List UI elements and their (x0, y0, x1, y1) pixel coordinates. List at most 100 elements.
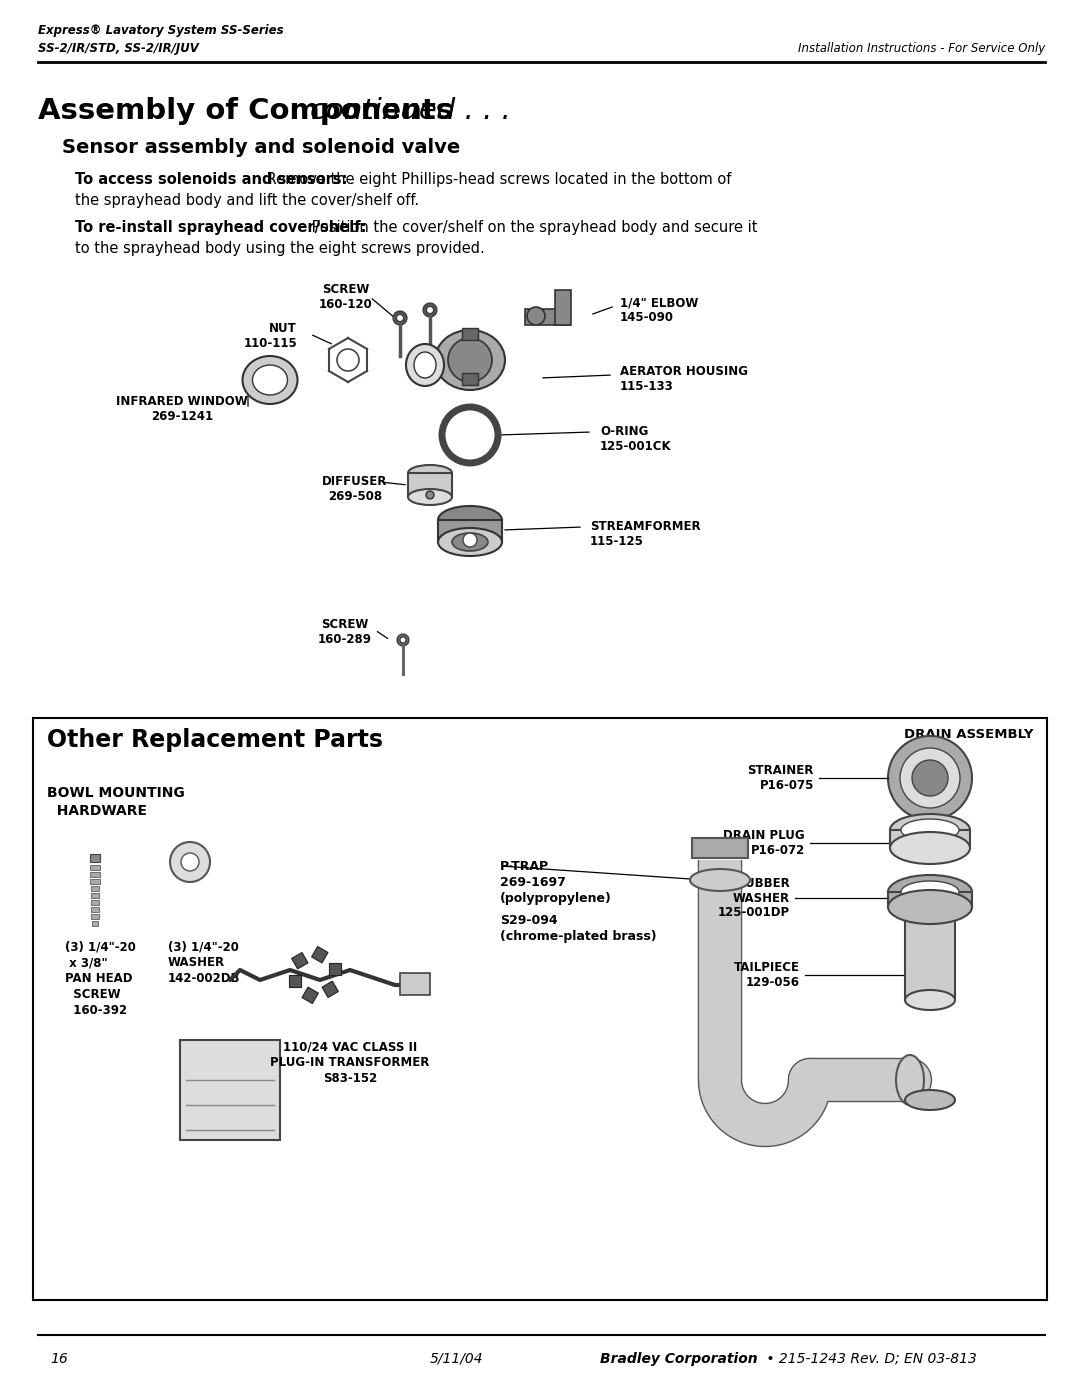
Ellipse shape (901, 819, 959, 841)
Ellipse shape (253, 365, 287, 395)
Ellipse shape (896, 1055, 924, 1105)
Ellipse shape (406, 344, 444, 386)
Text: 1/4" ELBOW
145-090: 1/4" ELBOW 145-090 (620, 296, 699, 324)
Bar (329, 963, 341, 975)
Ellipse shape (888, 890, 972, 923)
Wedge shape (423, 303, 437, 317)
Circle shape (337, 349, 359, 372)
Text: 269-1697: 269-1697 (500, 876, 566, 888)
Ellipse shape (905, 990, 955, 1010)
Bar (90, 854, 100, 862)
Text: DIFFUSER
269-508: DIFFUSER 269-508 (322, 475, 388, 503)
Text: P-TRAP: P-TRAP (500, 861, 549, 873)
Bar (312, 947, 328, 963)
Text: S83-152: S83-152 (323, 1071, 377, 1085)
Ellipse shape (453, 534, 488, 550)
Text: S29-094: S29-094 (500, 914, 557, 928)
Text: 1/8" RUBBER
WASHER
125-001DP: 1/8" RUBBER WASHER 125-001DP (705, 876, 789, 919)
Ellipse shape (888, 875, 972, 909)
Ellipse shape (438, 506, 502, 534)
Text: HARDWARE: HARDWARE (48, 805, 147, 819)
Text: 16: 16 (50, 1352, 68, 1366)
Bar (525, 309, 570, 326)
Circle shape (181, 854, 199, 870)
Bar (91, 872, 99, 877)
Bar (888, 893, 972, 907)
Bar (33, 718, 1047, 1301)
Text: (chrome-plated brass): (chrome-plated brass) (500, 930, 657, 943)
Text: 142-002DB: 142-002DB (168, 972, 241, 985)
Text: STRAINER
P16-075: STRAINER P16-075 (747, 764, 814, 792)
Bar (400, 972, 430, 995)
Wedge shape (393, 312, 407, 326)
Circle shape (527, 307, 545, 326)
Ellipse shape (690, 869, 750, 891)
Bar (91, 879, 99, 884)
Bar (289, 975, 301, 988)
Bar (905, 900, 955, 1000)
Text: Sensor assembly and solenoid valve: Sensor assembly and solenoid valve (62, 138, 460, 156)
Text: 110/24 VAC CLASS II: 110/24 VAC CLASS II (283, 1039, 417, 1053)
Ellipse shape (435, 330, 505, 390)
Circle shape (426, 490, 434, 499)
Text: Installation Instructions - For Service Only: Installation Instructions - For Service … (798, 42, 1045, 54)
Bar (92, 921, 98, 926)
Text: SCREW: SCREW (65, 988, 121, 1002)
Bar (462, 373, 478, 386)
Circle shape (888, 736, 972, 820)
Bar (890, 830, 970, 848)
Bar (692, 838, 748, 858)
Bar (555, 291, 571, 326)
Circle shape (463, 534, 477, 548)
Text: the sprayhead body and lift the cover/shelf off.: the sprayhead body and lift the cover/sh… (75, 193, 419, 208)
Text: To re-install sprayhead cover/shelf:: To re-install sprayhead cover/shelf: (75, 219, 366, 235)
Text: AERATOR HOUSING
115-133: AERATOR HOUSING 115-133 (620, 365, 748, 393)
Text: 5/11/04: 5/11/04 (430, 1352, 484, 1366)
Text: PAN HEAD: PAN HEAD (65, 972, 133, 985)
Bar (408, 474, 453, 497)
Ellipse shape (901, 882, 959, 902)
Text: (3) 1/4"-20: (3) 1/4"-20 (168, 940, 239, 953)
Circle shape (912, 760, 948, 796)
Ellipse shape (414, 352, 436, 379)
Text: (polypropylene): (polypropylene) (500, 893, 612, 905)
Circle shape (453, 418, 487, 453)
Text: Remove the eight Phillips-head screws located in the bottom of: Remove the eight Phillips-head screws lo… (262, 172, 731, 187)
Ellipse shape (438, 528, 502, 556)
Text: DRAIN ASSEMBLY: DRAIN ASSEMBLY (904, 728, 1032, 740)
Ellipse shape (408, 465, 453, 481)
Text: to the sprayhead body using the eight screws provided.: to the sprayhead body using the eight sc… (75, 242, 485, 256)
Circle shape (900, 747, 960, 807)
Text: To access solenoids and sensors:: To access solenoids and sensors: (75, 172, 348, 187)
Text: Position the cover/shelf on the sprayhead body and secure it: Position the cover/shelf on the sprayhea… (307, 219, 757, 235)
Text: BOWL MOUNTING: BOWL MOUNTING (48, 787, 185, 800)
Bar (92, 914, 98, 919)
Text: Bradley Corporation: Bradley Corporation (600, 1352, 758, 1366)
Bar (91, 893, 99, 898)
Bar (322, 981, 338, 997)
Ellipse shape (890, 814, 970, 847)
Ellipse shape (408, 489, 453, 504)
Text: Other Replacement Parts: Other Replacement Parts (48, 728, 383, 752)
Text: WASHER: WASHER (168, 956, 225, 970)
Bar (180, 1039, 280, 1140)
Text: Assembly of Components: Assembly of Components (38, 96, 463, 124)
Ellipse shape (905, 1090, 955, 1111)
Wedge shape (397, 634, 409, 645)
Circle shape (170, 842, 210, 882)
Bar (462, 328, 478, 339)
Bar (438, 520, 502, 542)
Ellipse shape (890, 833, 970, 863)
Bar (91, 907, 98, 912)
Text: NUT
110-115: NUT 110-115 (243, 321, 297, 351)
Text: O-RING
125-001CK: O-RING 125-001CK (600, 425, 672, 453)
Bar (90, 865, 100, 870)
Text: Express® Lavatory System SS-Series: Express® Lavatory System SS-Series (38, 24, 284, 36)
Ellipse shape (243, 356, 297, 404)
Text: 160-392: 160-392 (65, 1004, 127, 1017)
Circle shape (448, 338, 492, 381)
Bar (302, 988, 319, 1003)
Text: DRAIN PLUG
P16-072: DRAIN PLUG P16-072 (724, 828, 805, 856)
Bar (91, 886, 99, 891)
Text: INFRARED WINDOW
269-1241: INFRARED WINDOW 269-1241 (117, 395, 248, 423)
